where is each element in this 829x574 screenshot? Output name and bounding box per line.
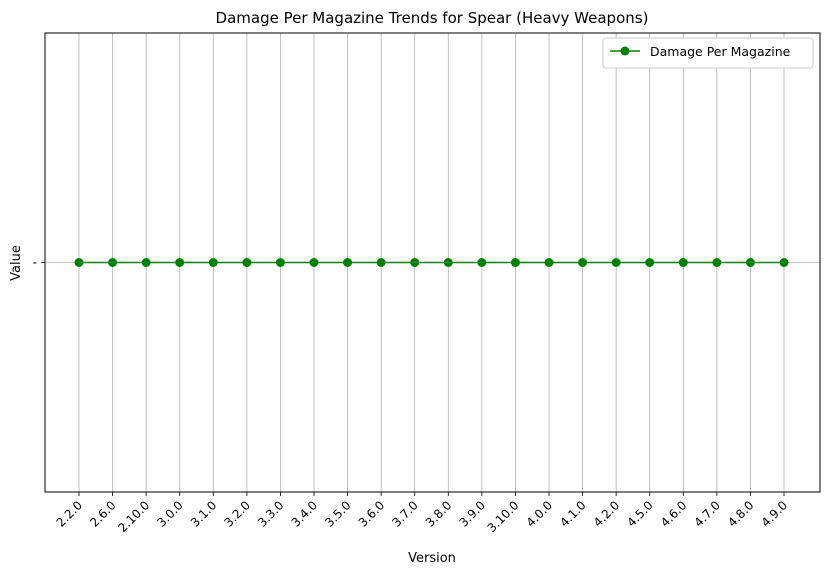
data-point [376,258,386,267]
data-point [712,258,722,267]
data-point [141,258,151,267]
data-point [477,258,487,267]
data-point [544,258,554,267]
data-point [611,258,621,267]
data-point [510,258,520,267]
data-point [578,258,588,267]
data-point [645,258,655,267]
data-point [343,258,353,267]
data-point [275,258,285,267]
y-axis-ticks: - [33,256,45,270]
data-point [678,258,688,267]
y-tick-label: - [33,256,37,270]
legend: Damage Per Magazine [602,37,814,69]
legend-marker [620,46,630,56]
data-point [779,258,789,267]
legend-label: Damage Per Magazine [650,44,791,59]
data-point [175,258,185,267]
data-point [745,258,755,267]
data-point [74,258,84,267]
data-point [108,258,118,267]
data-point [410,258,420,267]
y-axis-label: Value [9,245,24,281]
x-axis-label: Version [408,551,456,566]
data-point [443,258,453,267]
series-layer [74,258,789,267]
data-point [242,258,252,267]
data-point [208,258,218,267]
data-point [309,258,319,267]
chart-title: Damage Per Magazine Trends for Spear (He… [216,9,649,27]
legend-box [602,37,814,69]
